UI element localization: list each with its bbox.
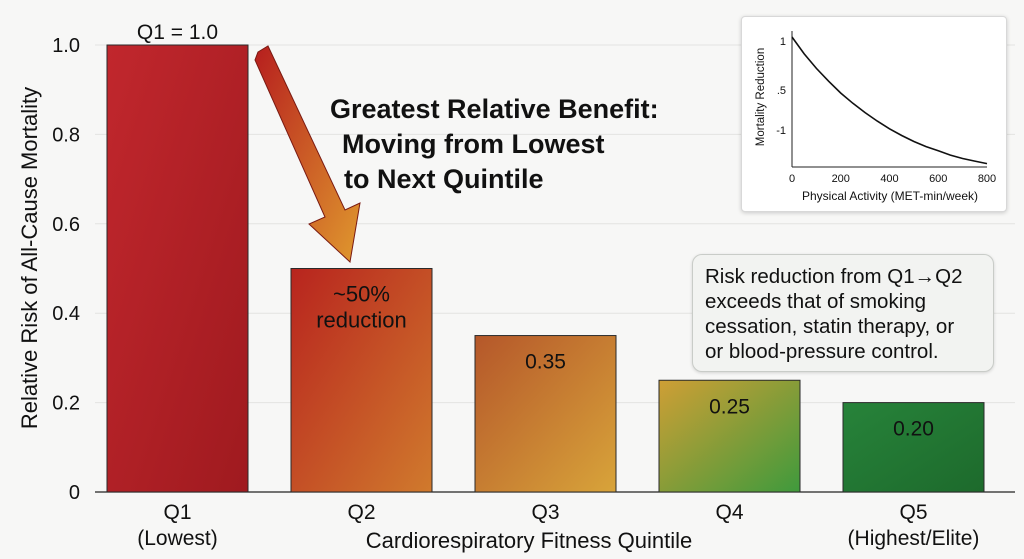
data-label: 0.25 [709,395,750,418]
bar-q1 [106,44,249,493]
data-label: 0.35 [525,351,566,374]
inset-chart-panel: 0 200 400 600 800 1 .5 -1 Mortality Reduction P… [741,16,1007,212]
bar-q3 [474,335,617,493]
x-tick-sublabel: (Lowest) [137,527,218,550]
y-axis-label: Relative Risk of All-Cause Mortality [17,87,42,429]
inset-y-tick-label: .5 [777,85,786,97]
data-label: ~50% [333,282,390,307]
note-line-2: exceeds that of smoking [705,290,927,313]
y-tick-label: 0.4 [52,303,80,325]
x-tick-label: Q3 [531,501,559,524]
bar-series [106,44,985,493]
x-axis-ticks: Q1 (Lowest) Q2 Q3 Q4 Q5 (Highest/Elite) [137,501,979,550]
inset-x-tick-label: 0 [789,173,795,185]
headline-line-1: Greatest Relative Benefit: [330,94,659,124]
bar-q5 [842,402,985,493]
inset-y-tick-label: -1 [776,125,786,137]
annotation-note-box: Risk reduction from Q1→Q2 exceeds that o… [692,254,994,372]
data-label: Q1 = 1.0 [137,21,218,44]
annotation-arrow [254,45,361,263]
note-line-1: Risk reduction from Q1→Q2 [705,265,963,288]
bar-q2 [290,268,433,493]
x-tick-label: Q2 [347,501,375,524]
inset-x-tick-label: 600 [929,173,947,185]
y-tick-label: 0.2 [52,393,80,415]
headline-line-3: to Next Quintile [344,164,544,194]
headline-line-2: Moving from Lowest [342,129,605,159]
inset-y-tick-label: 1 [780,36,786,48]
x-axis-label: Cardiorespiratory Fitness Quintile [366,528,692,553]
inset-x-tick-label: 400 [880,173,898,185]
x-tick-label: Q4 [715,501,743,524]
y-axis-ticks: 0 0.2 0.4 0.6 0.8 1.0 [52,35,80,504]
y-tick-label: 0 [69,482,80,504]
x-tick-label: Q5 [899,501,927,524]
data-label: 0.20 [893,418,934,441]
inset-x-tick-label: 200 [832,173,850,185]
data-labels: Q1 = 1.0 ~50%reduction 0.35 0.25 0.20 [137,21,934,441]
note-line-4: or blood-pressure control. [705,340,939,363]
annotation-headline: Greatest Relative Benefit: Moving from L… [330,92,710,197]
y-tick-label: 1.0 [52,35,80,57]
inset-y-axis-label: Mortality Reduction [755,48,767,146]
x-tick-label: Q1 [163,501,191,524]
x-tick-sublabel: (Highest/Elite) [848,527,980,550]
y-tick-label: 0.8 [52,124,80,146]
inset-ticks: 0 200 400 600 800 1 .5 -1 [776,36,996,185]
note-line-3: cessation, statin therapy, or [705,315,955,338]
inset-x-axis-label: Physical Activity (MET-min/week) [802,189,978,203]
data-label: reduction [316,308,407,333]
inset-line-chart: 0 200 400 600 800 1 .5 -1 Mortality Reduction P… [755,31,996,203]
inset-axes [791,31,987,168]
inset-x-tick-label: 800 [978,173,996,185]
inset-series-line [791,36,988,165]
y-tick-label: 0.6 [52,214,80,236]
bar-q4 [658,379,801,493]
